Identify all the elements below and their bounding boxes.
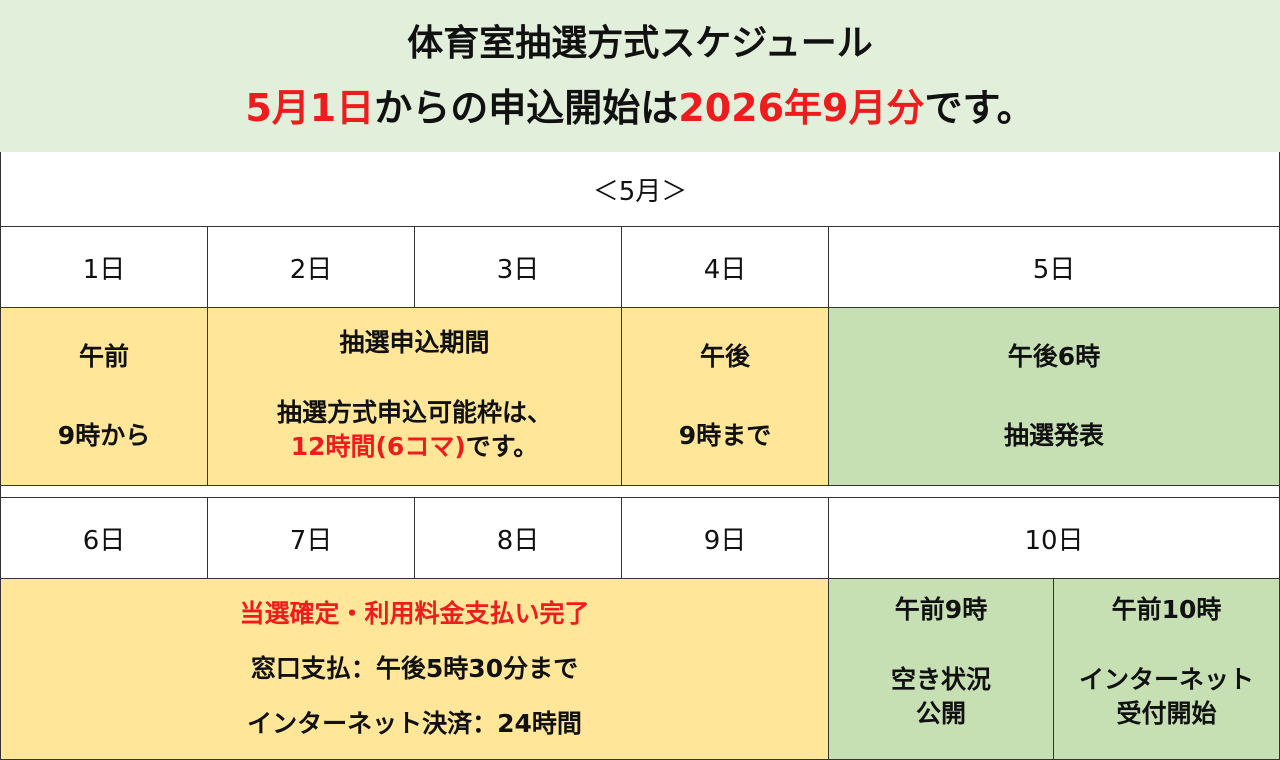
day-header: 1日	[0, 226, 208, 308]
lottery-announcement-cell: 午後6時 抽選発表	[828, 307, 1280, 486]
application-period-cell: 抽選申込期間 抽選方式申込可能枠は、 12時間(6コマ)です。	[207, 307, 622, 486]
application-end-cell: 午後 9時まで	[621, 307, 829, 486]
day-header: 4日	[621, 226, 829, 308]
day-header: 9日	[621, 497, 829, 579]
month-header: ＜5月＞	[0, 152, 1280, 227]
day-header: 10日	[828, 497, 1280, 579]
application-start-cell: 午前 9時から	[0, 307, 208, 486]
day-header: 3日	[414, 226, 622, 308]
title-line1: 体育室抽選方式スケジュール	[407, 23, 873, 64]
payment-period-cell: 当選確定・利用料金支払い完了 窓口支払：午後5時30分まで インターネット決済：…	[0, 578, 829, 760]
title-line2: 5月1日からの申込開始は2026年9月分です。	[245, 86, 1035, 130]
day-header: 6日	[0, 497, 208, 579]
day-header: 7日	[207, 497, 415, 579]
internet-reception-cell: 午前10時 インターネット 受付開始	[1053, 578, 1280, 760]
availability-publish-cell: 午前9時 空き状況 公開	[828, 578, 1054, 760]
day-header: 2日	[207, 226, 415, 308]
day-header: 5日	[828, 226, 1280, 308]
schedule-title: 体育室抽選方式スケジュール 5月1日からの申込開始は2026年9月分です。	[0, 0, 1280, 152]
day-header: 8日	[414, 497, 622, 579]
